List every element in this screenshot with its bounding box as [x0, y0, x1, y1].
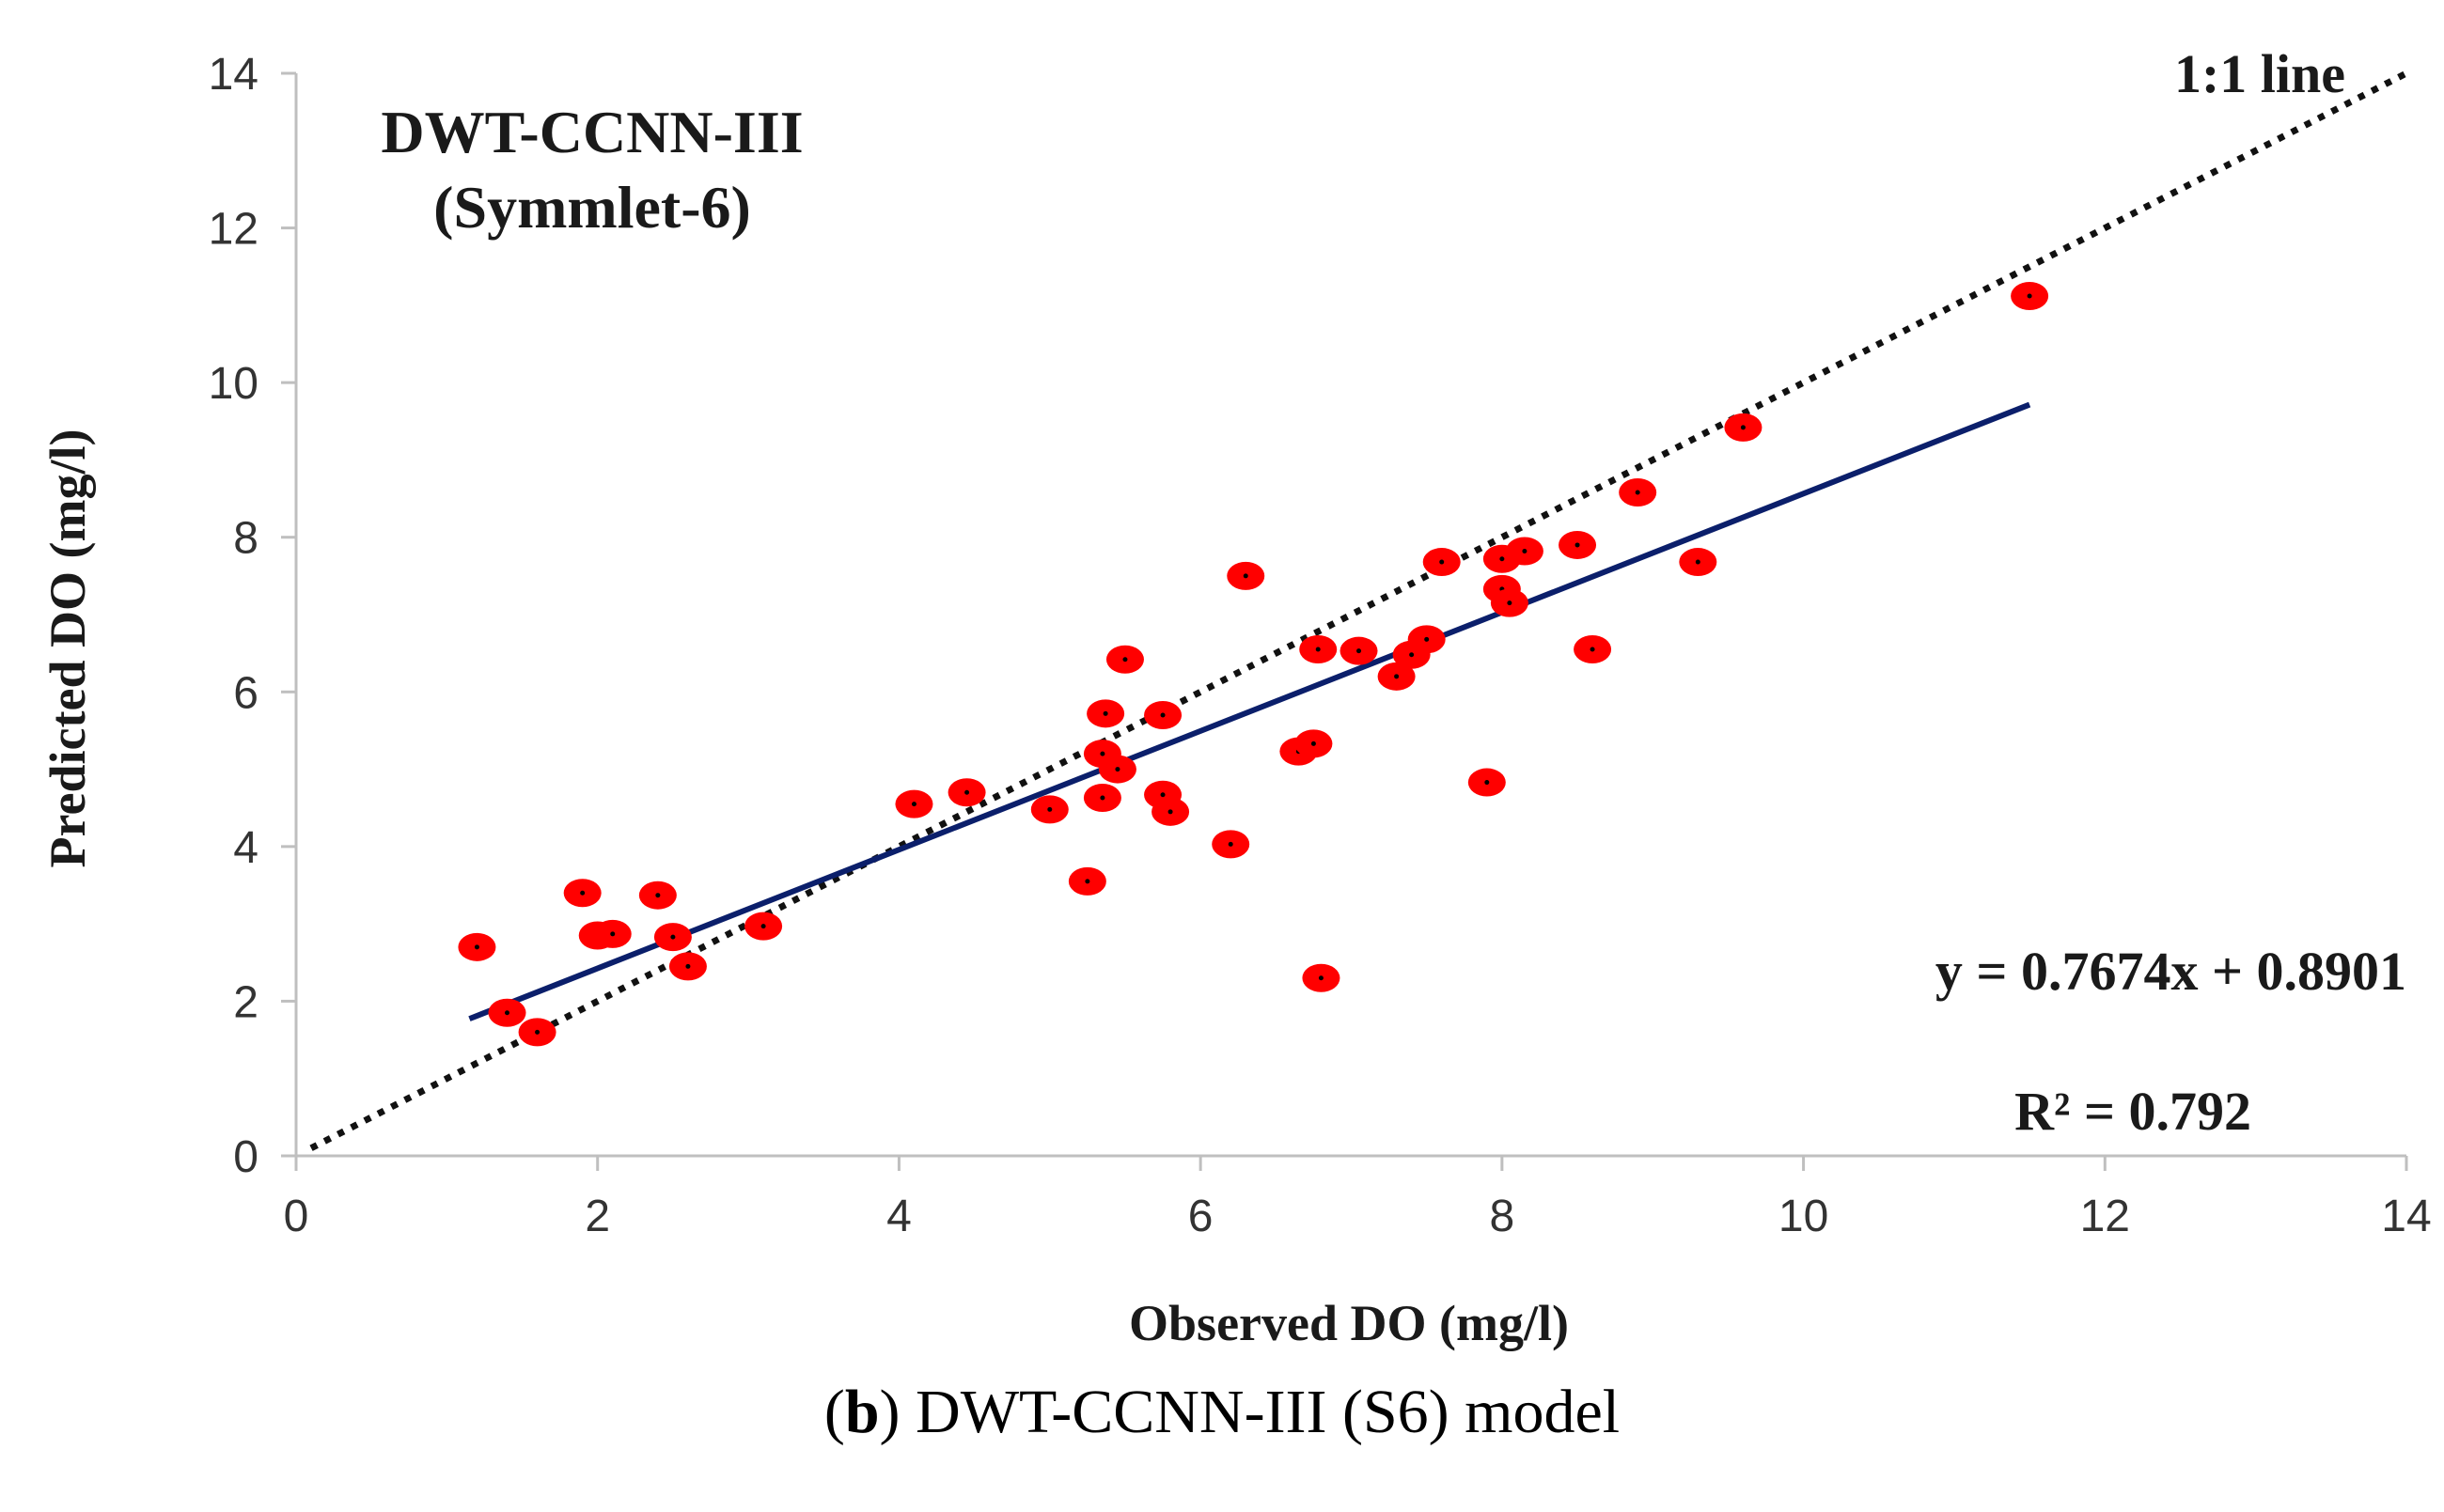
- x-axis-title: Observed DO (mg/l): [1129, 1295, 1569, 1351]
- figure-caption: (b) DWT-CCNN-III (S6) model: [0, 1377, 2444, 1448]
- data-point-center: [1574, 542, 1580, 548]
- data-point-center: [655, 893, 661, 898]
- data-point-center: [1356, 648, 1362, 654]
- y-tick-label: 12: [209, 205, 258, 255]
- data-point-center: [2027, 293, 2032, 299]
- ticks: 0 2 4 6 8 10 12 14 0 2 4 6 8 10 12 14: [209, 50, 2432, 1241]
- r-squared-label: R² = 0.792: [2014, 1081, 2251, 1142]
- data-point-center: [1318, 975, 1324, 981]
- data-point-center: [1160, 712, 1166, 718]
- data-point-center: [685, 963, 691, 969]
- caption-text: ) DWT-CCNN-III (S6) model: [879, 1378, 1621, 1446]
- data-point-center: [535, 1029, 540, 1035]
- data-point-center: [1160, 792, 1166, 798]
- data-point-center: [1115, 767, 1120, 772]
- y-tick-label: 6: [233, 668, 258, 718]
- data-point-center: [1122, 657, 1128, 662]
- x-tick-label: 2: [585, 1192, 610, 1241]
- data-points: [458, 281, 2049, 1047]
- data-point-center: [610, 931, 616, 937]
- x-tick-label: 6: [1188, 1192, 1214, 1241]
- one-to-one-line: [309, 70, 2408, 1151]
- regression-equation: y = 0.7674x + 0.8901: [1935, 941, 2406, 1002]
- y-tick-label: 10: [209, 359, 258, 409]
- data-point-center: [1740, 425, 1746, 430]
- data-point-center: [1590, 647, 1595, 652]
- data-point-center: [1310, 740, 1316, 746]
- data-point-center: [1085, 879, 1090, 884]
- y-tick-label: 0: [233, 1132, 258, 1182]
- data-point-center: [1167, 809, 1173, 815]
- data-point-center: [670, 934, 676, 940]
- data-point-center: [1394, 674, 1400, 679]
- reference-lines: [309, 70, 2408, 1151]
- y-tick-label: 2: [233, 977, 258, 1027]
- data-point-center: [1047, 806, 1053, 812]
- data-point-center: [1103, 710, 1108, 716]
- data-point-center: [1499, 556, 1505, 562]
- data-point-center: [1424, 636, 1430, 642]
- one-to-one-label: 1:1 line: [2174, 43, 2345, 104]
- data-point-center: [580, 890, 586, 896]
- caption-prefix: (: [823, 1378, 845, 1446]
- regression-line: [468, 401, 2031, 1021]
- x-tick-label: 12: [2080, 1192, 2130, 1241]
- x-tick-label: 10: [1778, 1192, 1828, 1241]
- y-tick-label: 14: [209, 50, 258, 100]
- y-axis-title: Predicted DO (mg/l): [39, 429, 96, 868]
- data-point-center: [964, 789, 970, 795]
- data-point-center: [1484, 780, 1490, 786]
- caption-panel-letter: b: [844, 1378, 880, 1446]
- data-point-center: [1228, 841, 1233, 847]
- y-tick-label: 4: [233, 823, 258, 873]
- data-point-center: [505, 1010, 509, 1016]
- axes: [294, 73, 2406, 1158]
- data-point-center: [1522, 549, 1528, 554]
- data-point-center: [1315, 647, 1321, 652]
- y-tick-label: 8: [233, 514, 258, 564]
- x-tick-label: 14: [2381, 1192, 2431, 1241]
- panel-title-line-2: (Symmlet-6): [433, 174, 751, 241]
- data-point-center: [1100, 751, 1105, 756]
- data-point-center: [911, 802, 916, 807]
- x-tick-label: 4: [886, 1192, 912, 1241]
- data-point-center: [474, 944, 479, 950]
- x-tick-label: 0: [284, 1192, 309, 1241]
- data-point-center: [1243, 573, 1248, 579]
- data-point-center: [1100, 795, 1105, 801]
- panel-title-line-1: DWT-CCNN-III: [381, 99, 803, 165]
- data-point-center: [760, 924, 766, 929]
- data-point-center: [1695, 559, 1700, 565]
- x-tick-label: 8: [1490, 1192, 1515, 1241]
- data-point-center: [1507, 600, 1512, 606]
- data-point-center: [1409, 652, 1415, 658]
- data-point-center: [1439, 559, 1445, 565]
- data-point-center: [1635, 490, 1640, 495]
